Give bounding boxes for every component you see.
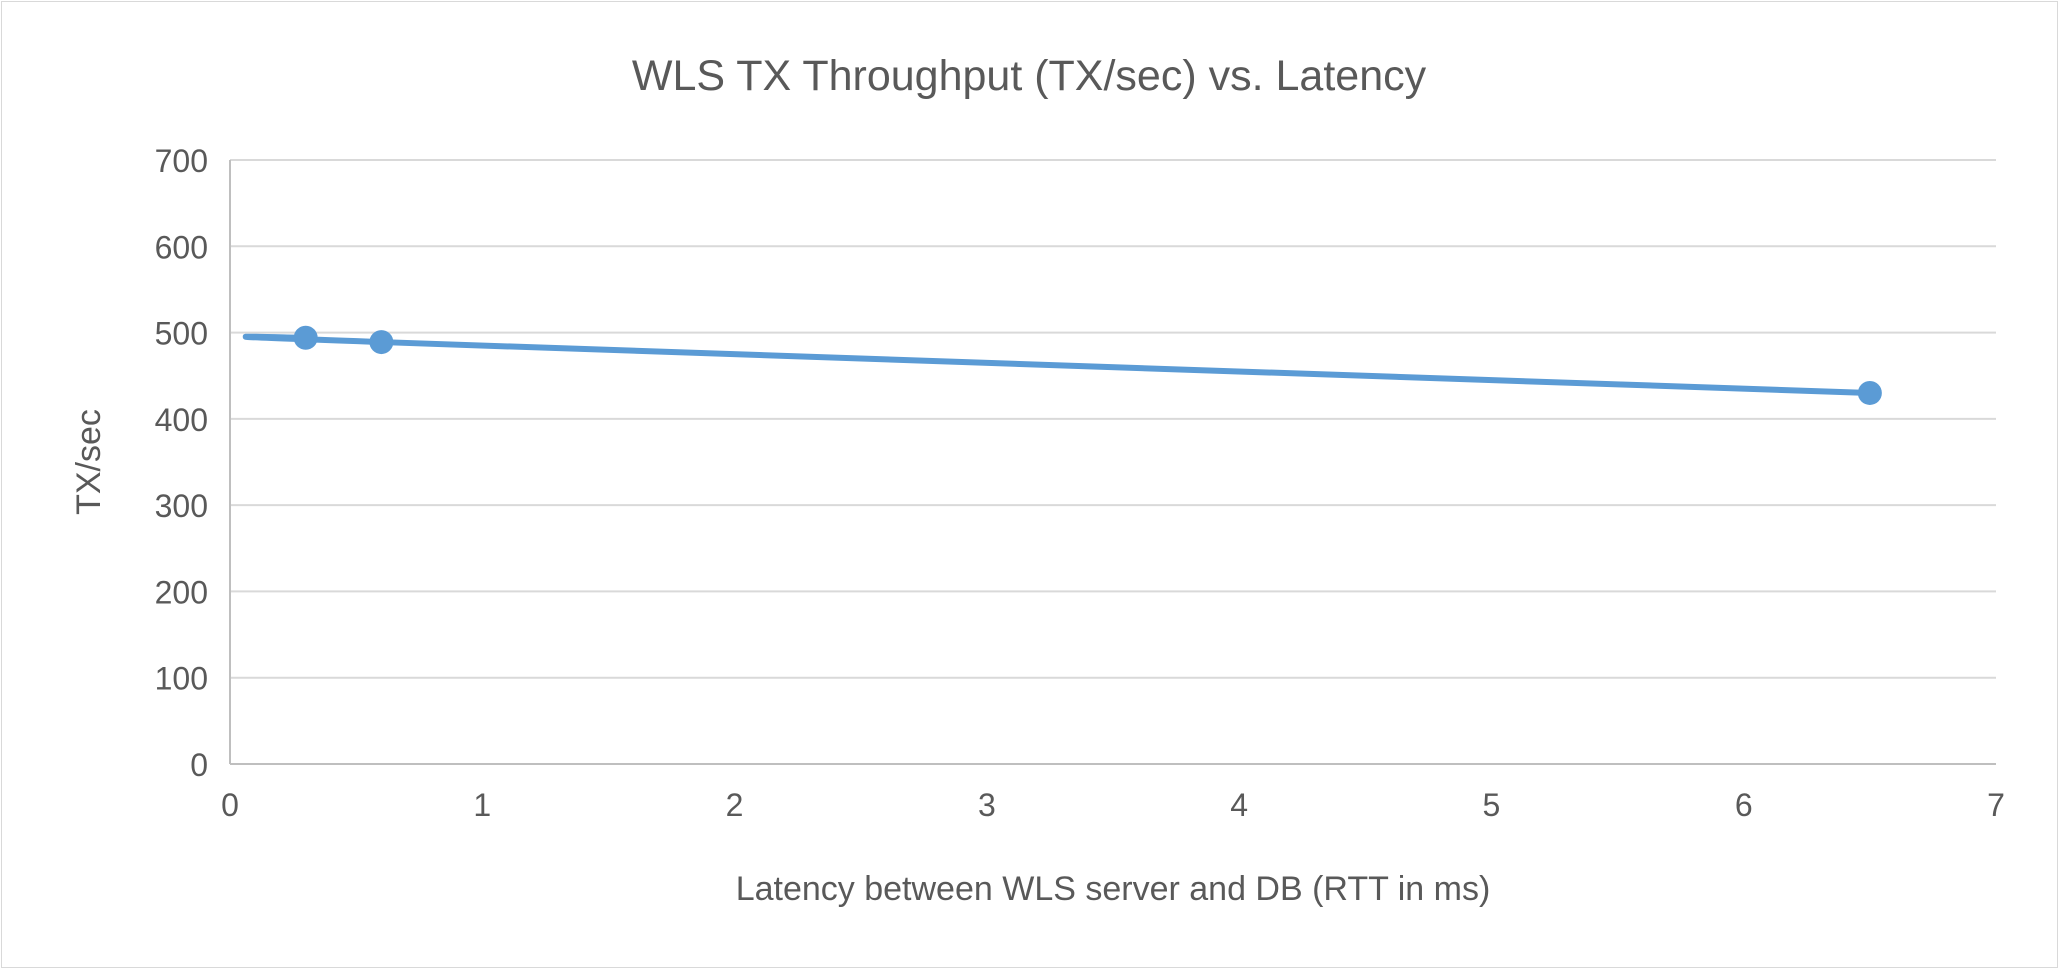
x-tick-label: 1 [473, 787, 491, 823]
y-tick-label: 200 [155, 574, 208, 610]
x-tick-label: 0 [221, 787, 239, 823]
x-tick-label: 2 [726, 787, 744, 823]
chart-title: WLS TX Throughput (TX/sec) vs. Latency [632, 52, 1427, 100]
y-axis-label: TX/sec [70, 409, 108, 515]
y-tick-label: 500 [155, 316, 208, 352]
x-tick-label: 3 [978, 787, 996, 823]
y-tick-label: 0 [190, 747, 208, 783]
y-tick-label: 100 [155, 661, 208, 697]
y-tick-label: 300 [155, 488, 208, 524]
x-tick-label: 4 [1230, 787, 1248, 823]
y-tick-label: 600 [155, 229, 208, 265]
y-tick-label: 700 [155, 143, 208, 179]
x-tick-label: 6 [1735, 787, 1753, 823]
y-tick-label: 400 [155, 402, 208, 438]
data-point [293, 325, 318, 350]
x-tick-label: 7 [1987, 787, 2005, 823]
data-point [1857, 380, 1882, 405]
x-tick-label: 5 [1483, 787, 1501, 823]
series-line [242, 333, 1873, 396]
x-axis-label: Latency between WLS server and DB (RTT i… [736, 870, 1491, 908]
data-point [369, 330, 394, 355]
